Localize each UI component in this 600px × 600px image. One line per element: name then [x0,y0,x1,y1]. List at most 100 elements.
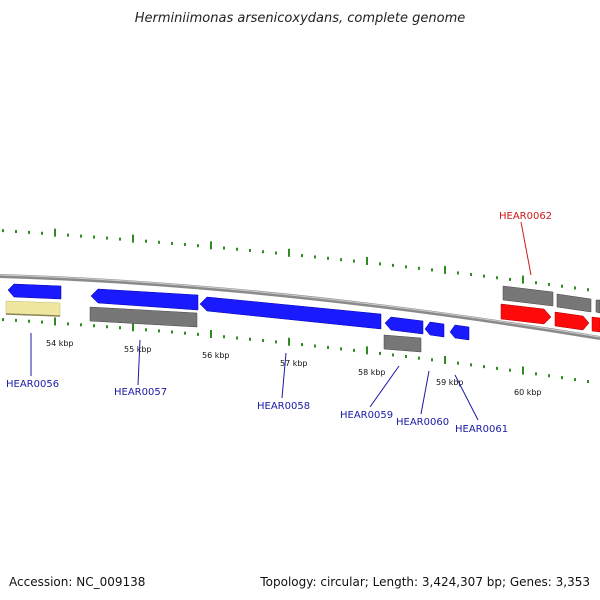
kbp-label: 56 kbp [202,351,230,360]
gc-tick [561,376,563,380]
gc-tick [184,331,186,335]
gc-tick [418,266,420,270]
gc-tick [496,276,498,280]
gene-hear0060[interactable] [424,321,445,338]
gc-tick [470,273,472,277]
gc-tick [93,235,95,239]
gc-tick [522,366,524,375]
gene-hear0059[interactable] [384,316,424,335]
feature-gray-2 [383,334,422,353]
gc-tick [223,246,225,250]
gc-tick [353,259,355,263]
gene-hear0057[interactable] [90,288,199,311]
gene-hear0058[interactable] [199,296,382,330]
gc-tick [15,318,17,322]
gc-tick [262,339,264,343]
gc-tick [431,268,433,272]
gc-tick [431,358,433,362]
gene-label-hear0062[interactable]: HEAR0062 [499,211,552,222]
kbp-scale: 54 kbp 55 kbp 56 kbp 57 kbp 58 kbp 59 kb… [46,339,542,397]
lower-gc-track [2,317,589,384]
gene-hear0061[interactable] [449,324,470,341]
gc-tick [288,337,290,346]
gc-tick [288,248,290,257]
gc-tick [405,355,407,359]
feature-red-3 [591,316,600,333]
gc-tick [327,256,329,260]
gc-tick [340,258,342,262]
gc-tick [223,335,225,339]
genome-backbone-highlight [0,274,600,338]
gc-tick [301,343,303,347]
gc-tick [54,228,56,237]
feature-gray-3 [502,285,554,307]
gc-tick [80,234,82,238]
gc-tick [132,323,134,332]
gc-tick [28,319,30,323]
gc-tick [197,332,199,336]
gene-label-hear0059[interactable]: HEAR0059 [340,410,393,421]
gc-tick [145,239,147,243]
gc-tick [106,236,108,240]
gc-tick [67,322,69,326]
gc-tick [301,254,303,258]
gc-tick [171,241,173,245]
gc-tick [457,361,459,365]
gc-tick [106,325,108,329]
gc-tick [236,247,238,251]
accession-label: Accession: NC_009138 [9,575,146,589]
gc-tick [548,282,550,286]
gc-tick [470,363,472,367]
gc-tick [2,318,4,322]
gc-tick [418,356,420,360]
gc-tick [249,337,251,341]
gc-tick [535,281,537,285]
gene-hear0062[interactable] [500,303,552,325]
gc-tick [184,243,186,247]
gc-tick [379,351,381,355]
gc-tick [2,229,4,233]
gc-tick [483,274,485,278]
gc-tick [457,271,459,275]
gc-tick [275,251,277,255]
gene-label-hear0056[interactable]: HEAR0056 [6,379,59,390]
gc-tick [171,330,173,334]
gc-tick [522,275,524,284]
gc-tick [509,368,511,372]
gc-tick [535,372,537,376]
gene-hear0056[interactable] [7,283,62,300]
gc-tick [314,344,316,348]
gene-label-hear0058[interactable]: HEAR0058 [257,401,310,412]
gc-tick [28,230,30,234]
genome-stats: Topology: circular; Length: 3,424,307 bp… [260,575,590,589]
gc-tick [158,240,160,244]
gc-tick [483,365,485,369]
gc-tick [561,284,563,288]
kbp-label: 58 kbp [358,368,386,377]
gc-tick [80,323,82,327]
kbp-label: 57 kbp [280,359,308,368]
gene-label-hear0057[interactable]: HEAR0057 [114,387,167,398]
gene-label-hear0060[interactable]: HEAR0060 [396,417,449,428]
feature-gray-4 [556,293,592,313]
upper-gc-track [2,228,589,292]
feature-track [5,283,600,353]
gc-tick [67,233,69,237]
kbp-label: 59 kbp [436,378,464,387]
gc-tick [327,345,329,349]
gc-tick [93,324,95,328]
gc-tick [41,231,43,235]
gc-tick [379,262,381,266]
gc-tick [158,329,160,333]
gc-tick [366,346,368,355]
gc-tick [509,277,511,281]
kbp-label: 54 kbp [46,339,74,348]
gc-tick [574,286,576,290]
gc-tick [496,366,498,370]
gene-label-hear0061[interactable]: HEAR0061 [455,424,508,435]
gc-tick [392,263,394,267]
feature-gray-1 [89,306,198,328]
gc-tick [314,255,316,259]
gc-tick [574,378,576,382]
